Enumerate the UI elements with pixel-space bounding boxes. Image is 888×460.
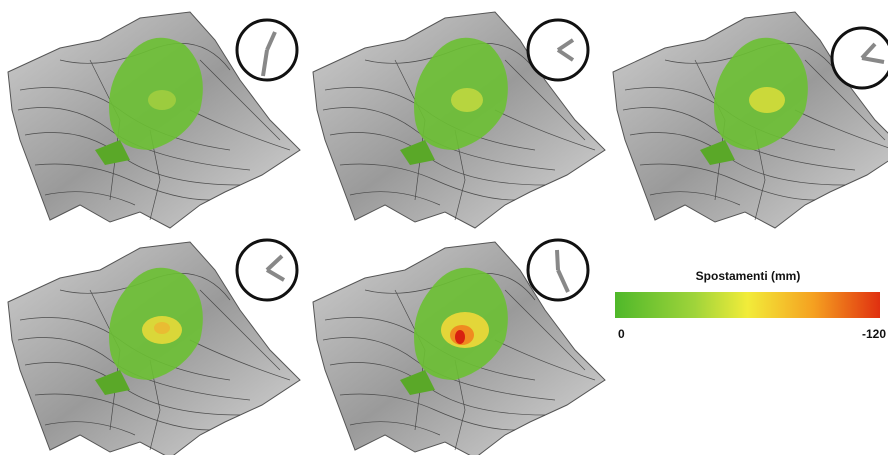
legend-title: Spostamenti (mm) xyxy=(696,269,801,283)
legend-max: -120 xyxy=(862,327,886,341)
color-scale xyxy=(615,292,880,318)
clock xyxy=(237,240,297,300)
page: Spostamenti (mm) 0 -120 (() => { const d… xyxy=(0,0,888,455)
clock xyxy=(237,20,297,80)
clock xyxy=(528,20,588,80)
legend-min: 0 xyxy=(618,327,625,341)
clock xyxy=(832,28,888,88)
clock xyxy=(528,240,588,300)
figure: Spostamenti (mm) 0 -120 xyxy=(0,0,888,455)
legend: Spostamenti (mm) 0 -120 xyxy=(615,269,886,341)
